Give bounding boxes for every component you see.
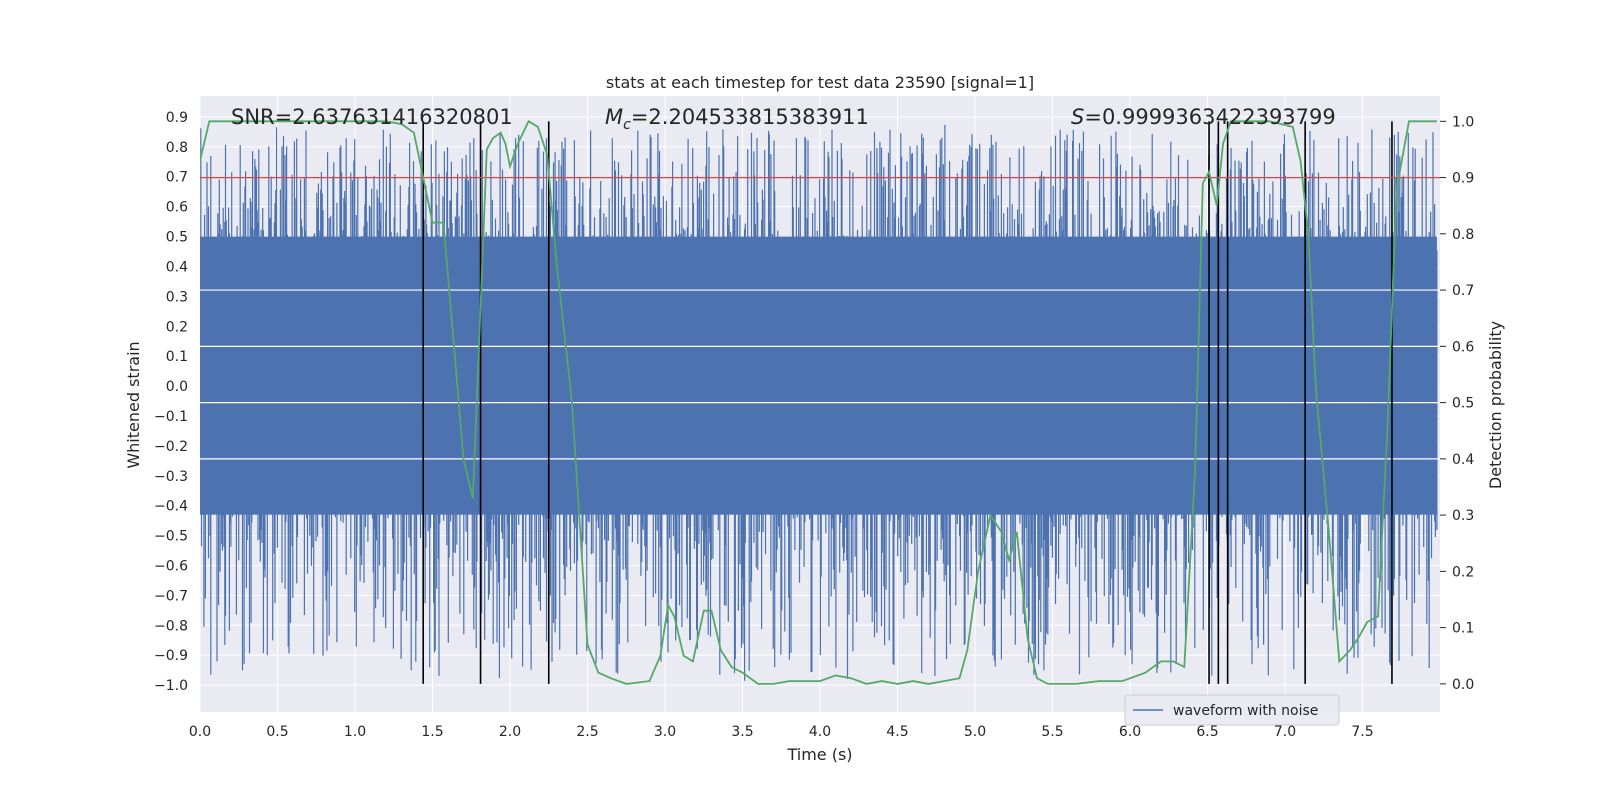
y-axis-label-right: Detection probability [1486,321,1505,489]
x-tick-label: 0.0 [189,724,211,740]
y-right-tick-label: 1.0 [1452,114,1474,130]
mc-annotation: Mc=2.204533815383911 [605,105,869,133]
y-right-tick-label: 0.3 [1452,508,1474,524]
y-left-tick-label: −0.1 [154,409,188,425]
y-left-tick-label: 0.4 [166,259,188,275]
x-tick-label: 3.0 [654,724,676,740]
x-tick-label: 7.5 [1351,724,1373,740]
y-left-tick-label: 0.5 [166,230,188,246]
x-tick-label: 0.5 [266,724,288,740]
y-left-tick-label: 0.1 [166,349,188,365]
y-left-tick-label: 0.2 [166,319,188,335]
y-left-tick-label: 0.0 [166,379,188,395]
x-tick-label: 4.5 [886,724,908,740]
y-left-tick-label: −0.6 [154,558,188,574]
x-tick-label: 3.5 [731,724,753,740]
s-annotation: S=0.9999363422393799 [1071,105,1336,129]
x-tick-label: 2.5 [576,724,598,740]
y-right-tick-label: 0.1 [1452,621,1474,637]
legend-box [1124,694,1340,726]
x-tick-label: 6.5 [1196,724,1218,740]
s-value: =0.9999363422393799 [1084,105,1335,129]
y-right-tick-label: 0.5 [1452,396,1474,412]
mc-subscript: c [623,117,631,133]
x-tick-label: 1.5 [421,724,443,740]
vertical-markers [422,121,1393,684]
waveform-path [200,124,1438,681]
y-left-tick-labels: 0.9 0.8 0.7 0.6 0.5 0.4 0.3 0.2 0.1 0.0 −0.1 −0.2 −0… [154,110,188,694]
mc-value: =2.204533815383911 [631,105,869,129]
x-axis-label: Time (s) [786,745,852,764]
y-left-tick-label: 0.9 [166,110,188,126]
y-right-tick-label: 0.7 [1452,283,1474,299]
y-right-tick-label: 0.0 [1452,677,1474,693]
x-tick-label: 5.5 [1041,724,1063,740]
x-tick-label: 1.0 [344,724,366,740]
y-left-tick-label: 0.8 [166,140,188,156]
y-left-tick-label: 0.3 [166,289,188,305]
y-left-tick-label: −0.3 [154,469,188,485]
y-left-tick-label: −0.7 [154,588,188,604]
x-tick-label: 7.0 [1274,724,1296,740]
x-tick-label: 6.0 [1119,724,1141,740]
legend-label: waveform with noise [1173,703,1318,719]
y-right-tick-label: 0.6 [1452,339,1474,355]
x-tick-labels: 0.0 0.5 1.0 1.5 2.0 2.5 3.0 3.5 4.0 4.5 5.0 5.5 6.0 6… [189,724,1374,740]
chart-title: stats at each timestep for test data 235… [606,73,1034,92]
y-left-tick-label: −0.9 [154,648,188,664]
y-left-tick-label: 0.7 [166,170,188,186]
y-right-tick-label: 0.8 [1452,227,1474,243]
probability-line [200,120,1437,685]
y-right-tick-labels: 1.0 0.9 0.8 0.7 0.6 0.5 0.4 0.3 0.2 0.1 0.0 [1440,114,1474,693]
y-left-tick-label: −1.0 [154,678,188,694]
y-left-tick-label: −0.2 [154,439,188,455]
x-tick-label: 2.0 [499,724,521,740]
legend: waveform with noise [1124,694,1340,726]
y-left-tick-label: −0.5 [154,529,188,545]
waveform-series [200,124,1440,681]
y-right-tick-label: 0.2 [1452,564,1474,580]
s-symbol: S [1071,105,1084,129]
y-left-tick-label: −0.8 [154,618,188,634]
mc-symbol: M [605,105,623,129]
x-tick-label: 5.0 [964,724,986,740]
x-tick-label: 4.0 [809,724,831,740]
probability-series [200,120,1437,685]
snr-annotation: SNR=2.637631416320801 [231,105,513,129]
y-right-tick-label: 0.9 [1452,171,1474,187]
y-right-tick-label: 0.4 [1452,452,1474,468]
y-left-tick-label: −0.4 [154,499,188,515]
y-left-tick-label: 0.6 [166,200,188,216]
y-axis-label-left: Whitened strain [124,341,143,468]
